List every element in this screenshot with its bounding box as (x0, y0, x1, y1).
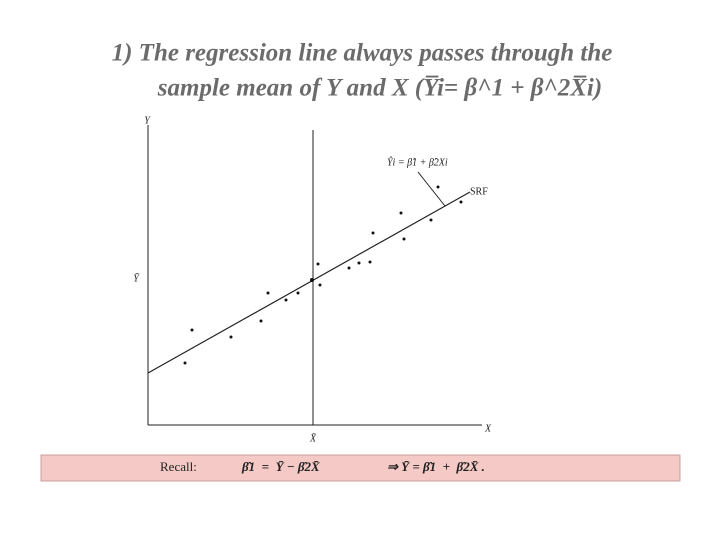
line-label: SRF (470, 186, 488, 197)
recall-formula: ⇒ Ȳ = β̂1 + β̂2X̄ . (387, 459, 485, 474)
x-axis-label: X (484, 423, 492, 434)
regression-line (147, 191, 471, 374)
diagram (147, 125, 482, 426)
equation-pointer (417, 171, 446, 207)
recall-label: Recall: (160, 459, 197, 474)
title-line: sample mean of Y and X (Y̅i= β^1 + β^2X̅… (157, 75, 602, 102)
recall-box (40, 454, 681, 482)
recall-formula: β̂1 = Ȳ − β̂2X̄ (241, 459, 320, 474)
scatter-points (183, 185, 463, 365)
title-line: 1) The regression line always passes thr… (112, 40, 613, 67)
y-axis-label: Y (144, 115, 151, 126)
y-mean-label: Ȳ (133, 272, 140, 284)
x-mean-label: X̄ (309, 433, 317, 444)
equation: Ŷi = β̂1 + β̂2Xi (387, 156, 448, 168)
